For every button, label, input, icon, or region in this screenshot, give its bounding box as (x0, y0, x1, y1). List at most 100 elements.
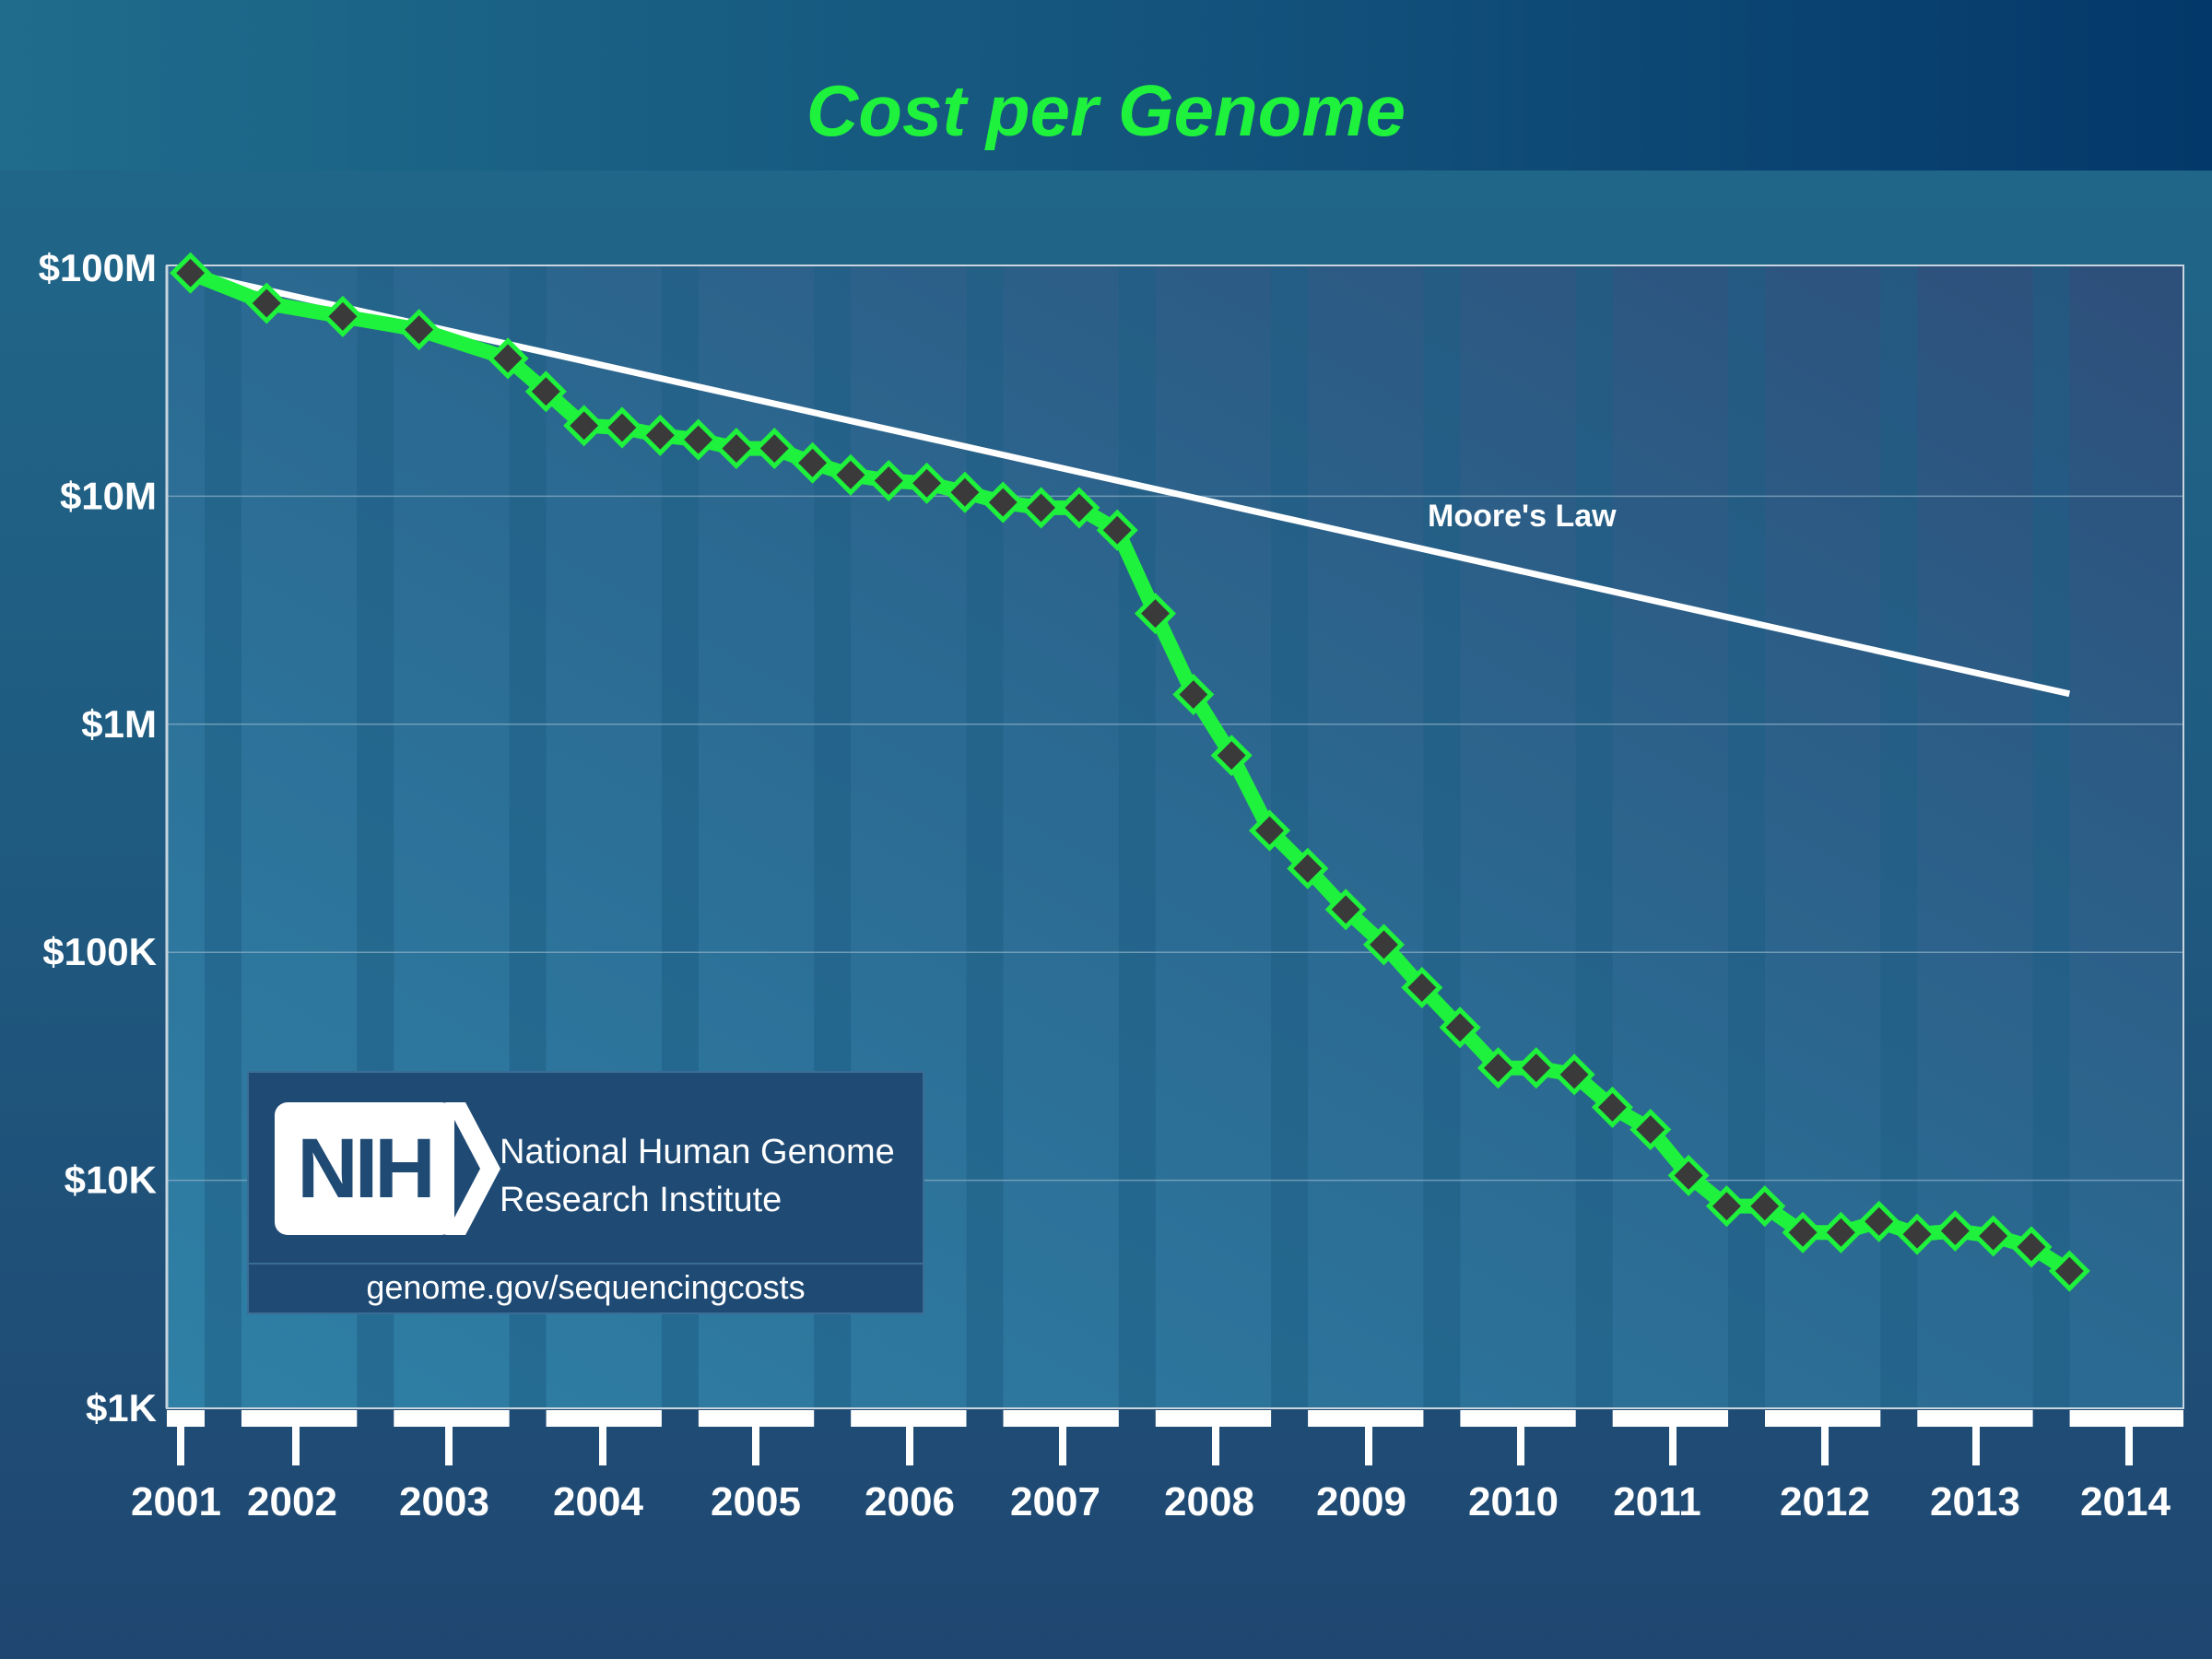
chart-title: Cost per Genome (806, 70, 1406, 151)
x-tick-label: 2012 (1780, 1479, 1870, 1524)
data-point-marker (322, 295, 364, 337)
data-point-marker (753, 428, 795, 470)
x-axis-band (394, 1410, 510, 1427)
data-point-marker (1477, 1047, 1519, 1089)
x-tick-mark (906, 1427, 913, 1465)
x-tick-mark (445, 1427, 453, 1465)
x-axis-band (1308, 1410, 1424, 1427)
data-point-marker (1744, 1185, 1786, 1228)
cost-line (187, 265, 2074, 1277)
data-point-marker (906, 462, 948, 504)
data-point-marker (1324, 888, 1367, 931)
x-tick-mark (1669, 1427, 1677, 1465)
title-banner (0, 0, 2212, 171)
plot-stripe (1118, 265, 1156, 1408)
data-point-marker (398, 309, 441, 351)
x-tick-label: 2004 (553, 1479, 643, 1524)
x-tick-label: 2008 (1164, 1479, 1254, 1524)
x-axis-band (1155, 1410, 1272, 1427)
data-point-marker (1819, 1211, 1862, 1253)
data-point-marker (944, 471, 986, 513)
data-point-marker (1248, 809, 1291, 852)
x-axis-band (167, 1410, 205, 1427)
data-point-marker (1172, 674, 1215, 716)
plot-stripe (1423, 265, 1461, 1408)
plot-frame (166, 265, 2184, 1409)
plot-stripe (205, 265, 241, 1408)
logo-url[interactable]: genome.gov/sequencingcosts (249, 1263, 923, 1314)
x-axis-band (851, 1410, 967, 1427)
x-axis-band (2069, 1410, 2183, 1427)
nih-badge: NIH (275, 1102, 454, 1235)
x-tick-mark (177, 1427, 184, 1465)
x-axis-band (1612, 1410, 1728, 1427)
data-point-marker (715, 428, 758, 470)
data-point-marker (1972, 1215, 2015, 1257)
data-point-marker (867, 459, 910, 502)
x-tick-label: 2011 (1613, 1479, 1700, 1524)
data-point-marker (2048, 1250, 2090, 1292)
data-point-marker (677, 418, 720, 461)
data-point-marker (1401, 966, 1443, 1009)
data-point-marker (563, 405, 606, 447)
data-point-marker (170, 252, 212, 294)
x-axis-band (1460, 1410, 1576, 1427)
y-tick-label: $100K (42, 930, 157, 973)
data-point-marker (2010, 1226, 2053, 1268)
x-axis-band (1765, 1410, 1881, 1427)
data-point-marker (1934, 1209, 1976, 1253)
x-tick-label: 2006 (865, 1479, 955, 1524)
data-point-marker (1515, 1047, 1558, 1089)
y-tick-label: $1K (86, 1386, 157, 1430)
plot-stripe (966, 265, 1004, 1408)
data-point-marker (1591, 1086, 1633, 1128)
data-point-marker (524, 371, 567, 413)
data-point-marker (1896, 1213, 1938, 1255)
plot-stripe (1575, 265, 1613, 1408)
x-axis-band (241, 1410, 358, 1427)
plot-stripe (1728, 265, 1765, 1408)
data-point-marker (1058, 487, 1100, 529)
data-point-marker (1134, 593, 1177, 635)
x-axis-band (1917, 1410, 2033, 1427)
data-point-marker (1020, 487, 1063, 529)
logo-name-line2: Research Institute (500, 1181, 782, 1219)
x-axis-band (1003, 1410, 1119, 1427)
x-tick-label: 2009 (1316, 1479, 1406, 1524)
nhgri-logo: NIH National Human Genome Research Insti… (247, 1071, 924, 1314)
data-point-marker (792, 441, 834, 484)
data-point-marker (1287, 847, 1329, 889)
x-tick-mark (1972, 1427, 1980, 1465)
data-point-marker (982, 481, 1024, 524)
y-tick-label: $10M (60, 474, 157, 517)
data-point-marker (1782, 1211, 1824, 1253)
x-tick-label: 2001 (131, 1479, 221, 1524)
data-point-marker (601, 406, 643, 449)
data-point-marker (487, 337, 529, 380)
moores-law-label: Moore's Law (1428, 499, 1617, 534)
x-tick-mark (752, 1427, 759, 1465)
x-tick-label: 2014 (2080, 1479, 2171, 1524)
x-tick-label: 2007 (1010, 1479, 1100, 1524)
data-point-marker (1362, 924, 1406, 966)
data-point-marker (1096, 509, 1138, 551)
x-tick-label: 2002 (247, 1479, 337, 1524)
y-tick-label: $10K (65, 1159, 157, 1202)
y-tick-label: $100M (39, 246, 157, 289)
x-tick-mark (1365, 1427, 1372, 1465)
x-tick-mark (1059, 1427, 1066, 1465)
data-point-marker (1705, 1185, 1747, 1228)
data-point-marker (830, 453, 872, 496)
x-tick-mark (599, 1427, 606, 1465)
x-tick-label: 2013 (1930, 1479, 2020, 1524)
x-tick-mark (292, 1427, 300, 1465)
x-tick-label: 2003 (399, 1479, 489, 1524)
data-point-marker (245, 282, 288, 324)
data-point-marker (1210, 735, 1253, 777)
data-point-marker (1439, 1006, 1481, 1049)
x-axis-band (546, 1410, 662, 1427)
x-tick-mark (1821, 1427, 1829, 1465)
data-point-marker (1667, 1154, 1710, 1196)
plot-stripe (2032, 265, 2070, 1408)
